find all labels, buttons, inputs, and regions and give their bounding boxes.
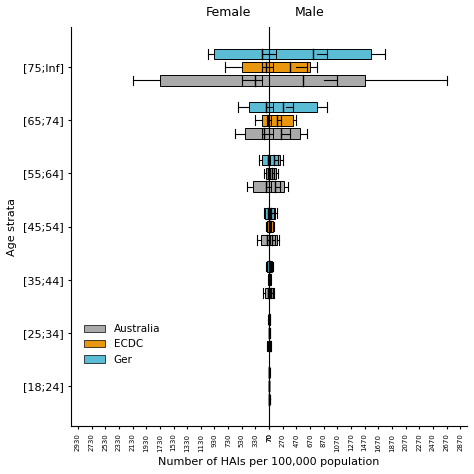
Text: Female: Female [205,6,251,19]
Bar [269,261,272,272]
Bar [264,288,271,298]
Bar [269,274,271,285]
Bar [269,341,270,351]
Bar [269,314,270,325]
Legend: Australia, ECDC, Ger: Australia, ECDC, Ger [80,320,164,369]
Bar [270,168,276,179]
Bar [262,115,277,126]
Bar [268,341,270,351]
Bar [262,75,365,86]
Bar [265,208,272,219]
Bar [254,182,276,192]
Bar [266,168,272,179]
Bar [271,155,280,165]
Bar [160,75,324,86]
Bar [261,235,273,245]
Bar [269,221,273,232]
Bar [269,314,270,325]
Bar [267,261,271,272]
Text: Male: Male [295,6,325,19]
Bar [273,101,317,112]
Y-axis label: Age strata: Age strata [7,198,17,255]
Bar [276,48,372,59]
Bar [215,48,317,59]
Bar [271,115,293,126]
Bar [242,62,296,73]
Bar [262,155,274,165]
Bar [270,208,274,219]
Bar [270,235,277,245]
Bar [270,288,273,298]
Bar [268,274,270,285]
Bar [249,101,286,112]
Bar [245,128,282,139]
Bar [273,62,310,73]
Bar [267,221,271,232]
Bar [271,182,284,192]
X-axis label: Number of HAIs per 100,000 population: Number of HAIs per 100,000 population [158,457,380,467]
Bar [273,128,300,139]
